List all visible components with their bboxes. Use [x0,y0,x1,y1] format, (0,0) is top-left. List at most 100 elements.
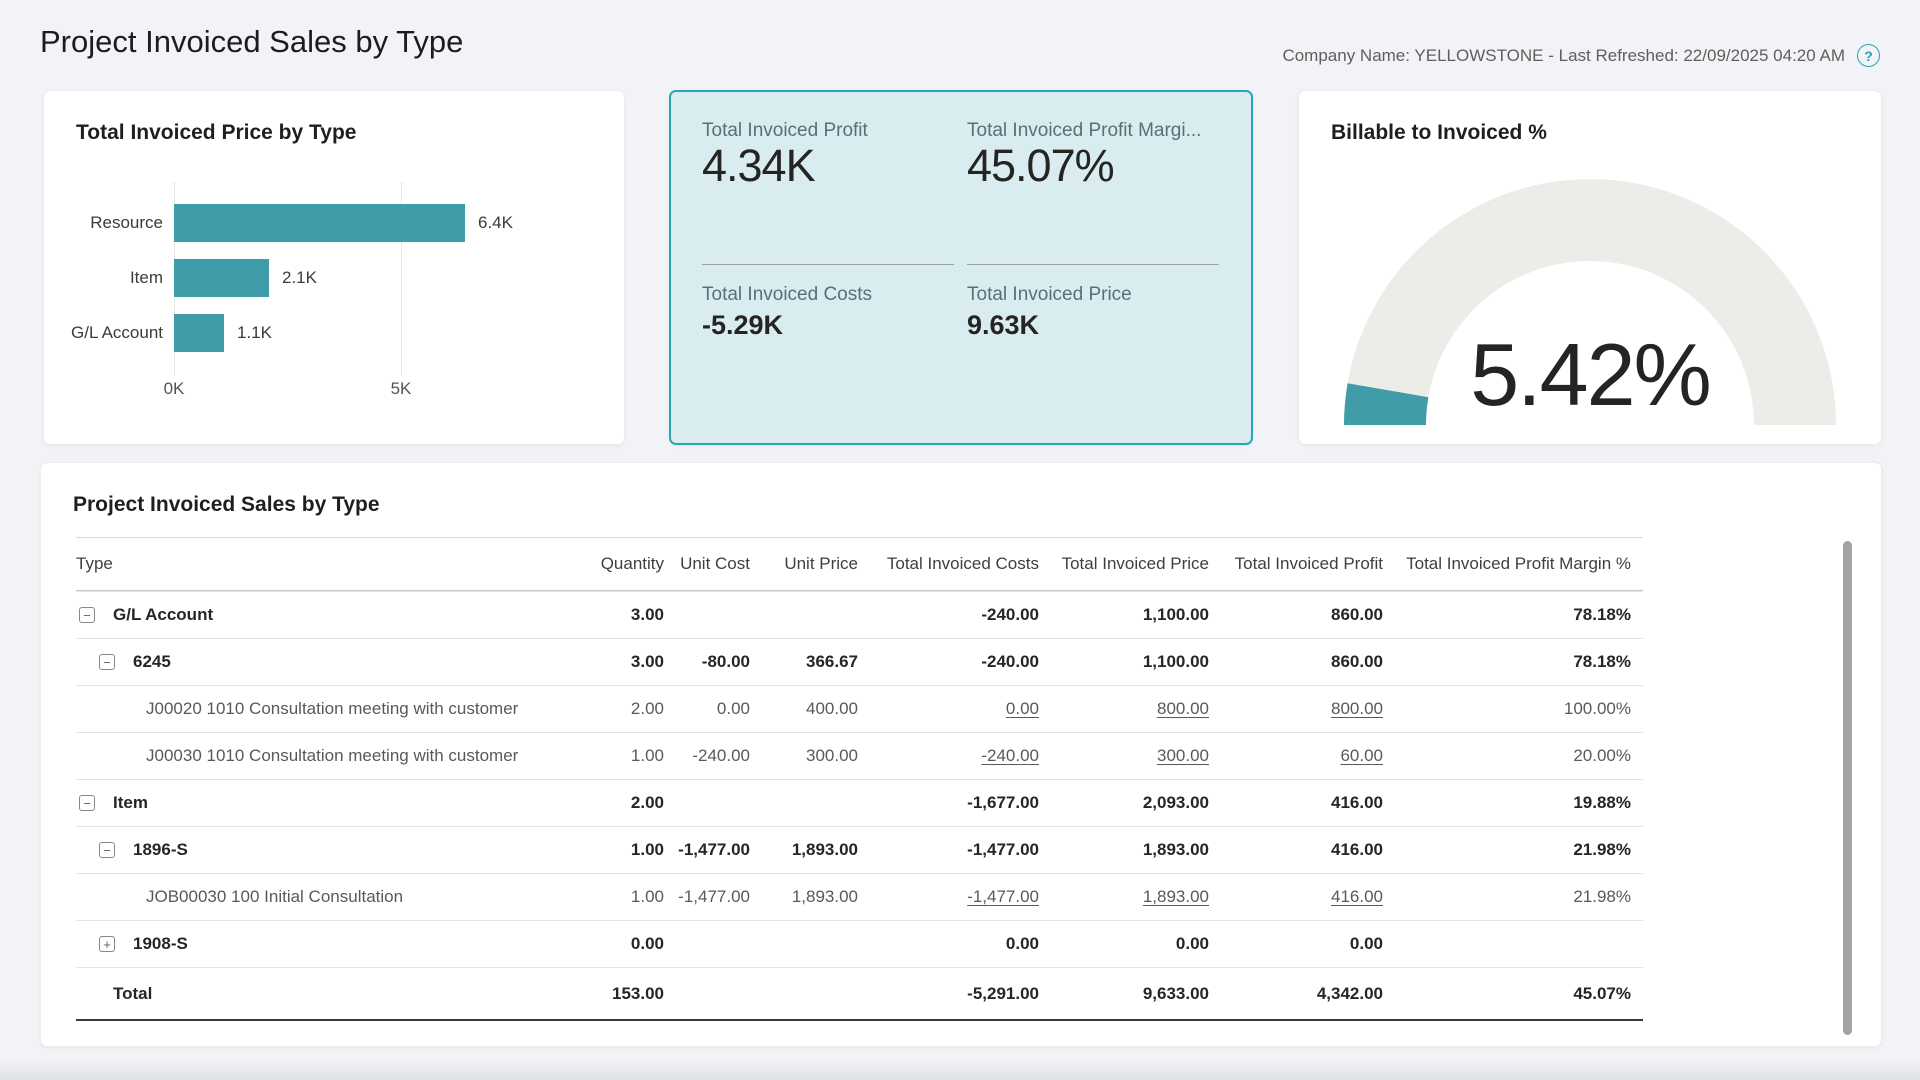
kpi-label-price: Total Invoiced Price [967,284,1132,305]
type-cell: − Item [76,793,546,813]
type-cell: +1908-S [76,934,546,954]
expand-toggle-icon[interactable]: + [99,936,115,952]
bar-rect-item[interactable] [174,259,269,297]
qty-cell: 2.00 [630,699,664,718]
table-row-total[interactable]: Total 153.00 -5,291.00 9,633.00 4,342.00 45.0… [76,967,1643,1021]
type-cell: − 1896-S [76,840,546,860]
gauge-fill-arc[interactable] [1344,383,1429,425]
row-label: Item [113,793,148,812]
column-header-unit-cost[interactable]: Unit Cost [680,554,750,573]
drillthrough-value[interactable]: 0.00 [1005,699,1039,718]
type-cell: − G/L Account [76,605,546,625]
page-title: Project Invoiced Sales by Type [40,24,464,59]
margin-cell: 20.00% [1573,746,1631,765]
tic-cell: -1,477.00 [967,840,1039,859]
kpi-label-profit: Total Invoiced Profit [702,120,868,141]
column-header-total-invoiced-costs[interactable]: Total Invoiced Costs [886,554,1039,573]
column-header-type[interactable]: Type [76,554,113,573]
unit_cost-cell: 0.00 [716,699,750,718]
margin-cell: 19.88% [1573,793,1631,812]
table-header-row: Type Quantity Unit Cost Unit Price Total Inv… [76,537,1643,591]
table-row[interactable]: JOB00030 100 Initial Consultation 1.00 -1,… [76,873,1643,920]
unit_cost-cell: -1,477.00 [678,887,750,906]
bar-rect-resource[interactable] [174,204,465,242]
tic-cell: 0.00 [1005,934,1039,953]
qty-cell: 153.00 [612,983,664,1003]
unit_price-cell: 300.00 [806,746,858,765]
table-row[interactable]: − 1896-S 1.00 -1,477.00 1,893.00 -1,477.00 1,8… [76,826,1643,873]
unit_price-cell: 1,893.00 [791,840,858,859]
drillthrough-value[interactable]: 416.00 [1331,887,1383,906]
bar-rect-g-l-account[interactable] [174,314,224,352]
tip-cell: 0.00 [1175,934,1209,953]
help-icon[interactable]: ? [1857,44,1880,67]
collapse-toggle-icon[interactable]: − [79,795,95,811]
column-header-total-invoiced-profit[interactable]: Total Invoiced Profit [1234,554,1383,573]
tip-cell: 800.00 [1041,699,1211,719]
type-cell: J00020 1010 Consultation meeting with cu… [76,699,546,719]
tiprofit-cell: 4,342.00 [1316,983,1383,1003]
tip-cell: 1,100.00 [1142,605,1209,624]
tiprofit-cell: 800.00 [1211,699,1385,719]
table-row[interactable]: − G/L Account 3.00 -240.00 1,100.00 860.00 78.… [76,591,1643,638]
tiprofit-cell: 860.00 [1331,652,1383,671]
gauge-card: Billable to Invoiced % 5.42% [1298,90,1882,445]
vertical-scrollbar-thumb[interactable] [1843,541,1852,1035]
column-header-total-invoiced-profit-margin-[interactable]: Total Invoiced Profit Margin % [1406,554,1631,573]
gauge-title: Billable to Invoiced % [1331,121,1547,144]
margin-cell: 78.18% [1573,605,1631,624]
drillthrough-value[interactable]: -240.00 [981,746,1039,765]
column-header-unit-price[interactable]: Unit Price [784,554,858,573]
tiprofit-cell: 416.00 [1211,887,1385,907]
tiprofit-cell: 416.00 [1331,840,1383,859]
collapse-toggle-icon[interactable]: − [99,654,115,670]
type-cell: J00030 1010 Consultation meeting with cu… [76,746,546,766]
tiprofit-cell: 0.00 [1349,934,1383,953]
tiprofit-cell: 416.00 [1331,793,1383,812]
column-header-quantity[interactable]: Quantity [600,554,664,573]
tic-cell: -5,291.00 [967,983,1039,1003]
row-label: G/L Account [113,605,214,624]
table-row[interactable]: − Item 2.00 -1,677.00 2,093.00 416.00 19.88% [76,779,1643,826]
drillthrough-value[interactable]: 60.00 [1340,746,1383,765]
drillthrough-value[interactable]: 800.00 [1157,699,1209,718]
table-row[interactable]: J00020 1010 Consultation meeting with cu… [76,685,1643,732]
margin-cell: 45.07% [1573,983,1631,1003]
tiprofit-cell: 860.00 [1331,605,1383,624]
kpi-divider-right [967,264,1219,265]
bar-category-label: Resource [90,213,163,232]
company-info-text: Company Name: YELLOWSTONE - Last Refresh… [1282,45,1845,65]
margin-cell: 21.98% [1573,840,1631,859]
drillthrough-value[interactable]: 800.00 [1331,699,1383,718]
tip-cell: 9,633.00 [1142,983,1209,1003]
qty-cell: 3.00 [630,652,664,671]
type-cell: − 6245 [76,652,546,672]
drillthrough-value[interactable]: 300.00 [1157,746,1209,765]
margin-cell: 100.00% [1563,699,1631,718]
table-row[interactable]: J00030 1010 Consultation meeting with cu… [76,732,1643,779]
collapse-toggle-icon[interactable]: − [99,842,115,858]
margin-cell: 78.18% [1573,652,1631,671]
table-row[interactable]: +1908-S 0.00 0.00 0.00 0.00 [76,920,1643,967]
row-label: 1896-S [133,840,188,859]
gauge-track-arc [1344,179,1836,425]
unit_price-cell: 1,893.00 [791,887,858,906]
kpi-value-profit-margin: 45.07% [967,140,1115,191]
unit_cost-cell: -240.00 [692,746,750,765]
collapse-toggle-icon[interactable]: − [79,607,95,623]
column-header-total-invoiced-price[interactable]: Total Invoiced Price [1061,554,1209,573]
drillthrough-value[interactable]: -1,477.00 [967,887,1039,906]
table-row[interactable]: − 6245 3.00 -80.00 366.67 -240.00 1,100.00 860.… [76,638,1643,685]
bar-value-label: 2.1K [282,268,317,287]
bar-chart-card: Total Invoiced Price by Type 0K 5K Resourc… [43,90,625,445]
kpi-value-profit: 4.34K [702,140,816,191]
gauge-arc [1344,179,1836,425]
kpi-label-costs: Total Invoiced Costs [702,284,873,305]
drillthrough-value[interactable]: 1,893.00 [1142,887,1209,906]
kpi-card: Total Invoiced Profit 4.34K Total Invoic… [669,90,1253,445]
row-label: JOB00030 100 Initial Consultation [146,887,404,906]
qty-cell: 0.00 [630,934,664,953]
tiprofit-cell: 60.00 [1211,746,1385,766]
tip-cell: 300.00 [1041,746,1211,766]
row-label: J00030 1010 Consultation meeting with cu… [146,746,519,765]
